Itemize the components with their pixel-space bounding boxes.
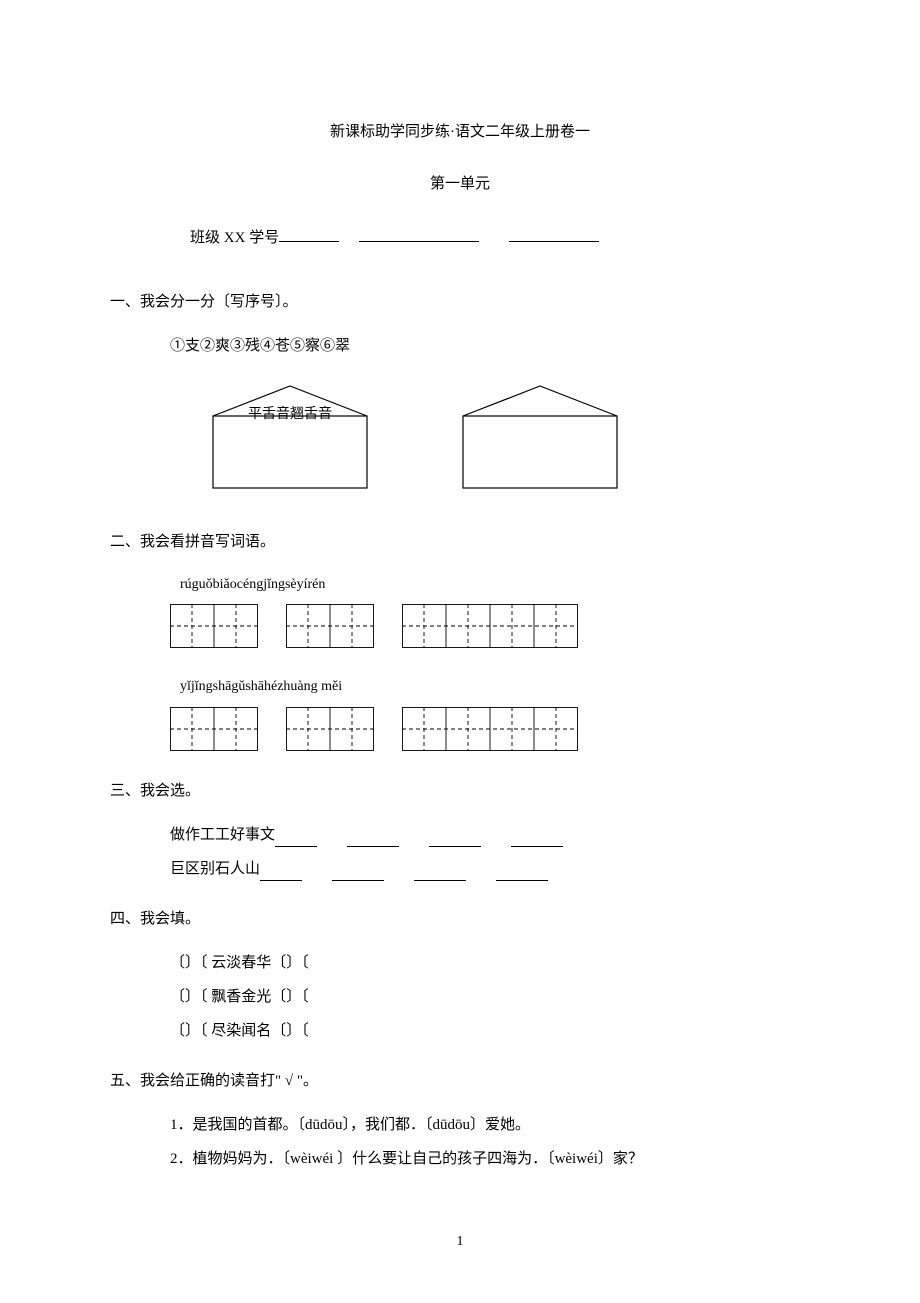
q1-heading: 一、我会分一分〔写序号〕。: [110, 290, 810, 314]
q3-line-2: 巨区别石人山: [110, 857, 810, 881]
q4-line-3: 〔〕〔 尽染闻名〔〕〔: [110, 1019, 810, 1043]
blank-field: [509, 226, 599, 242]
class-xx: XX: [220, 230, 249, 246]
tianzige-row-2: [110, 707, 810, 751]
id-label: 学号: [249, 230, 279, 246]
doc-subtitle: 第一单元: [110, 172, 810, 196]
pinyin-row-2: yǐjǐngshāgǔshāhézhuàng měi: [110, 676, 810, 698]
blank-field: [347, 833, 399, 847]
blank-field: [429, 833, 481, 847]
blank-field: [511, 833, 563, 847]
q5-line-1: 1．是我国的首都。〔dūdōu〕，我们都．〔dūdōu〕爱她。: [110, 1113, 810, 1137]
house-box-1: 平舌音翘舌音: [210, 382, 370, 492]
page-number: 1: [0, 1231, 920, 1253]
tianzige-box: [286, 604, 374, 648]
blank-field: [496, 867, 548, 881]
blank-field: [275, 833, 317, 847]
q4-line-1: 〔〕〔 云淡春华〔〕〔: [110, 951, 810, 975]
q3-line-1: 做作工工好事文: [110, 823, 810, 847]
house-box-2: [460, 382, 620, 492]
tianzige-box: [286, 707, 374, 751]
doc-title: 新课标助学同步练·语文二年级上册卷一: [110, 120, 810, 144]
tianzige-box: [170, 707, 258, 751]
q5-line-2: 2．植物妈妈为．〔wèiwéi 〕什么要让自己的孩子四海为．〔wèiwéi〕家？: [110, 1147, 810, 1171]
q1-items: ①支②爽③残④苍⑤察⑥翠: [110, 334, 810, 358]
blank-field: [260, 867, 302, 881]
q3-line2-text: 巨区别石人山: [170, 861, 260, 877]
q4-line-2: 〔〕〔 飘香金光〔〕〔: [110, 985, 810, 1009]
blank-field: [414, 867, 466, 881]
tianzige-box: [402, 604, 578, 648]
blank-field: [359, 226, 479, 242]
q3-heading: 三、我会选。: [110, 779, 810, 803]
q3-line1-text: 做作工工好事文: [170, 827, 275, 843]
q2-heading: 二、我会看拼音写词语。: [110, 530, 810, 554]
house-1-label: 平舌音翘舌音: [210, 404, 370, 426]
blank-field: [332, 867, 384, 881]
blank-field: [279, 226, 339, 242]
q5-heading: 五、我会给正确的读音打" √ "。: [110, 1069, 810, 1093]
tianzige-box: [402, 707, 578, 751]
tianzige-box: [170, 604, 258, 648]
class-label: 班级: [190, 230, 220, 246]
class-info-line: 班级 XX 学号: [110, 226, 810, 250]
tianzige-row-1: [110, 604, 810, 648]
q4-heading: 四、我会填。: [110, 907, 810, 931]
pinyin-row-1: rúguǒbiǎocéngjǐngsèyírén: [110, 574, 810, 596]
